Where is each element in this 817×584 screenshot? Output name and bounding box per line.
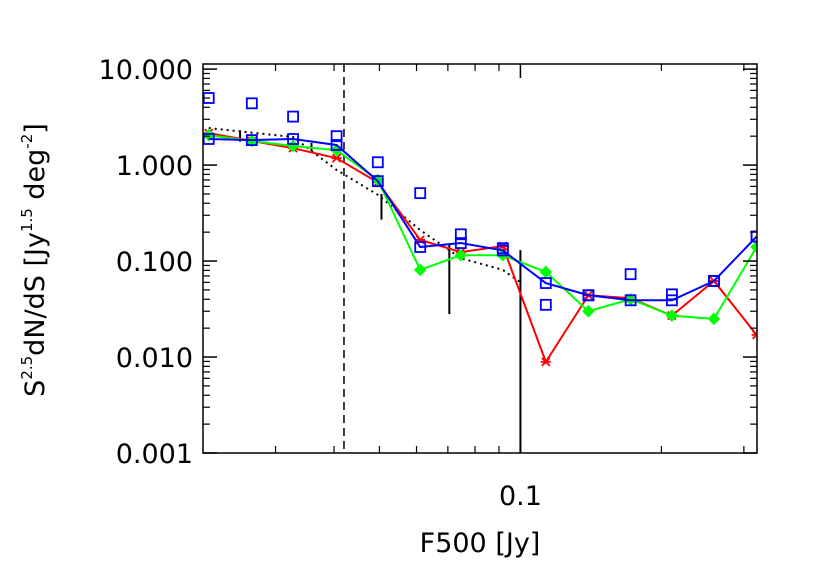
x-tick-label: 0.1 <box>499 481 542 512</box>
y-label-superscript: 1.5 <box>18 208 36 232</box>
y-label-part: ] <box>20 123 51 134</box>
square-marker <box>624 294 637 307</box>
diamond-marker <box>707 312 721 326</box>
y-label-superscript: -2 <box>18 134 36 149</box>
y-tick-label: 1.000 <box>116 151 193 182</box>
square-marker <box>287 133 299 145</box>
square-marker <box>330 139 343 151</box>
plot-frame <box>202 63 758 454</box>
square-marker <box>371 156 384 169</box>
square-marker <box>624 268 637 281</box>
y-tick-label: 0.100 <box>116 247 193 278</box>
model-line <box>208 127 522 284</box>
diamond-marker <box>582 304 595 318</box>
series-line <box>208 137 757 302</box>
square-marker <box>245 134 258 147</box>
square-marker <box>287 110 299 123</box>
y-axis-label: S2.5dN/dS [Jy1.5 deg-2] <box>18 123 51 397</box>
y-label-part: S <box>20 380 51 397</box>
asterisk-marker <box>540 357 551 367</box>
square-marker <box>708 275 720 287</box>
y-label-part: deg <box>20 149 51 208</box>
square-marker <box>454 237 467 249</box>
square-marker <box>245 97 258 110</box>
square-marker <box>414 187 427 200</box>
square-marker <box>539 277 552 289</box>
x-axis-label: F500 [Jy] <box>420 528 541 559</box>
diamond-marker <box>454 248 468 262</box>
y-tick-label: 10.000 <box>99 55 193 86</box>
square-marker <box>330 130 343 143</box>
plot-area <box>203 64 757 453</box>
square-marker <box>539 298 552 311</box>
square-marker <box>582 289 595 302</box>
diamond-marker <box>665 309 679 322</box>
square-marker <box>496 242 509 255</box>
square-marker <box>666 294 678 307</box>
square-marker <box>454 228 467 241</box>
square-marker <box>414 241 427 253</box>
y-tick-label: 0.010 <box>116 343 193 374</box>
diamond-marker <box>539 265 553 279</box>
square-marker <box>666 288 678 301</box>
diamond-marker <box>413 263 427 277</box>
y-tick-label: 0.001 <box>116 439 193 470</box>
diamond-marker <box>624 292 637 306</box>
y-label-superscript: 2.5 <box>18 356 36 380</box>
square-marker <box>371 175 384 188</box>
series-line <box>208 134 757 320</box>
y-label-part: dN/dS [Jy <box>20 232 51 356</box>
asterisk-marker <box>331 153 342 163</box>
